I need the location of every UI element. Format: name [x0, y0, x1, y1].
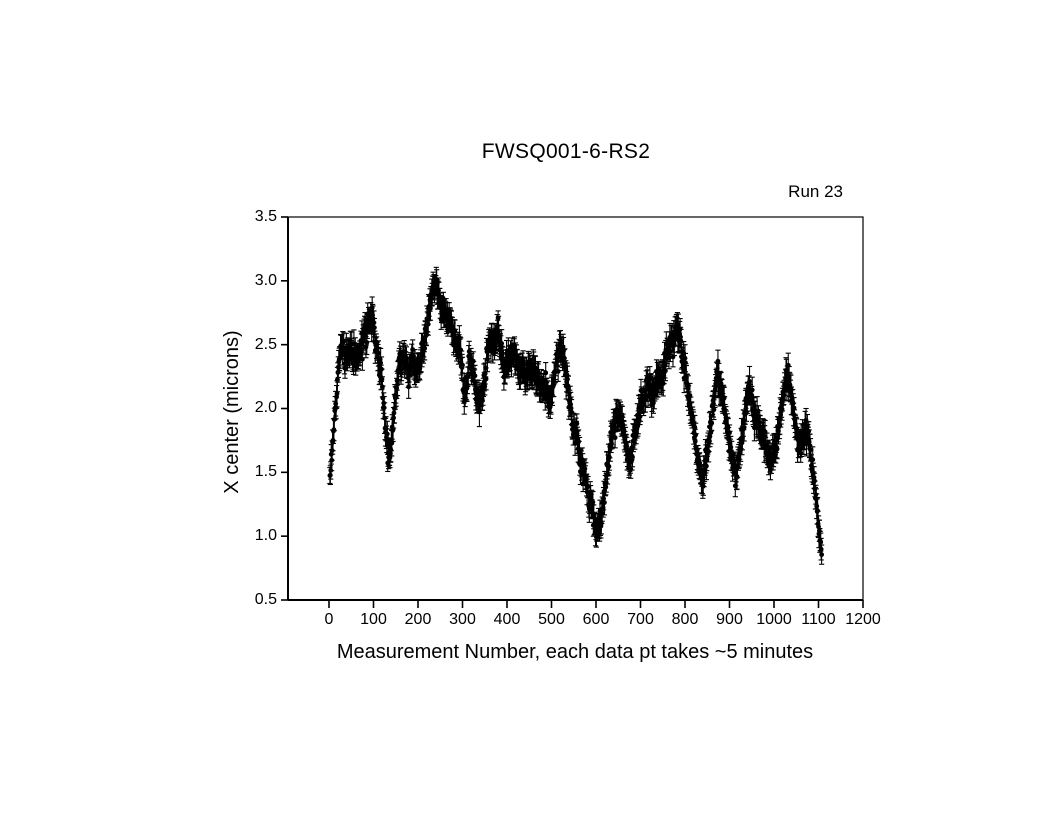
x-tick-label: 900	[716, 611, 743, 628]
x-axis-title: Measurement Number, each data pt takes ~…	[336, 641, 814, 663]
y-tick-label: 2.5	[254, 335, 277, 353]
run-annotation: Run 23	[788, 182, 843, 201]
x-tick-label: 800	[671, 611, 699, 628]
y-tick-label: 2.0	[254, 399, 277, 417]
x-tick-label: 1100	[801, 611, 836, 628]
y-tick-label: 1.5	[254, 463, 277, 481]
x-tick-label: 0	[324, 611, 334, 628]
y-tick-label: 0.5	[254, 591, 277, 608]
x-tick-label: 700	[627, 611, 654, 628]
x-tick-label: 600	[582, 611, 610, 628]
x-tick-label: 400	[493, 611, 521, 628]
x-tick-label: 100	[360, 611, 387, 628]
x-tick-label: 1200	[845, 611, 881, 628]
y-tick-label: 1.0	[254, 527, 277, 545]
y-tick-label: 3.5	[254, 207, 277, 225]
chart-title: FWSQ001-6-RS2	[481, 140, 651, 163]
x-tick-label: 1000	[756, 611, 792, 628]
x-tick-label: 200	[404, 611, 432, 628]
x-tick-label: 500	[538, 611, 565, 628]
y-tick-label: 3.0	[254, 271, 277, 289]
x-tick-label: 300	[449, 611, 476, 628]
